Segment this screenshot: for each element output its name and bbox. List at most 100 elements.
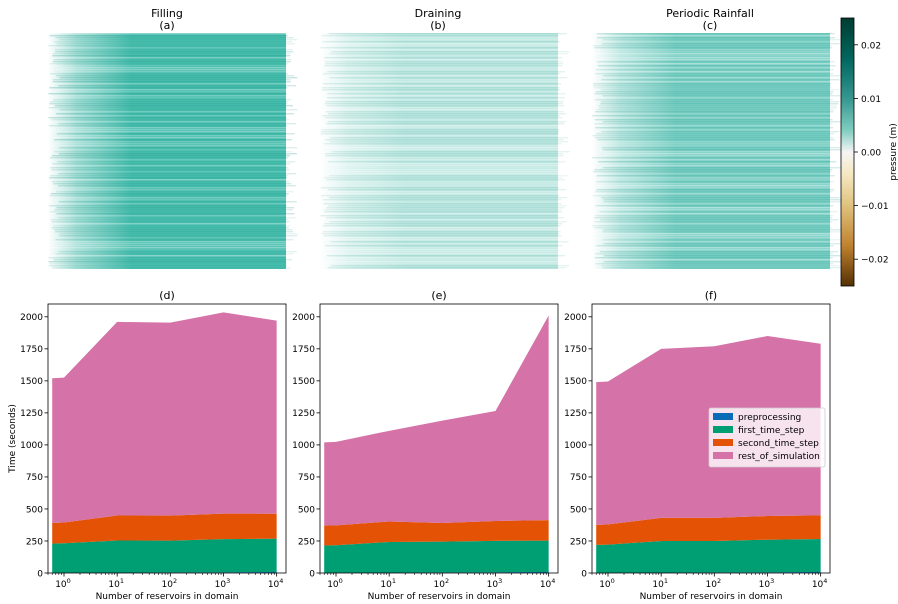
- chart-label: (e): [431, 289, 446, 302]
- heatmap-row: [50, 65, 289, 67]
- heatmap-row: [320, 133, 559, 135]
- heatmap-row: [600, 117, 839, 119]
- heatmap-row: [325, 217, 564, 219]
- colorbar-tick-label: 0.00: [861, 149, 881, 159]
- heatmap-row: [59, 233, 298, 235]
- heatmap-row: [48, 265, 287, 267]
- heatmap-row: [48, 237, 287, 239]
- heatmap-row: [594, 223, 833, 225]
- heatmap-row: [58, 159, 297, 161]
- heatmap-row: [321, 87, 560, 89]
- heatmap-row: [321, 185, 560, 187]
- heatmap-row: [598, 161, 837, 163]
- heatmap-row: [327, 79, 566, 81]
- heatmap-row: [601, 81, 840, 83]
- area-second-time-step: [596, 515, 821, 545]
- heatmap-row: [51, 203, 290, 205]
- heatmap-row: [601, 147, 840, 149]
- heatmap-row: [329, 251, 568, 253]
- legend-entry-first-time-step: first_time_step: [713, 426, 805, 436]
- heatmap-row: [331, 201, 570, 203]
- area-first-time-step: [52, 538, 277, 573]
- heatmap-row: [596, 33, 835, 35]
- heatmap-row: [57, 185, 296, 187]
- heatmap-row: [55, 37, 294, 39]
- heatmap-row: [52, 225, 291, 227]
- heatmap-row: [603, 239, 842, 241]
- heatmap-row: [602, 267, 841, 269]
- heatmap-row: [325, 253, 564, 255]
- heatmap-row: [595, 263, 834, 265]
- heatmap-row: [55, 253, 294, 255]
- heatmap-row: [597, 65, 836, 67]
- heatmap-row: [49, 241, 288, 243]
- heatmap-row: [328, 33, 567, 35]
- heatmap-row: [603, 201, 842, 203]
- heatmap-row: [54, 223, 293, 225]
- heatmap-row: [57, 91, 296, 93]
- heatmap-row: [322, 263, 561, 265]
- heatmap-row: [57, 217, 296, 219]
- heatmap-row: [322, 41, 561, 43]
- heatmap-row: [326, 91, 565, 93]
- heatmap-row: [56, 207, 295, 209]
- heatmap-row: [599, 177, 838, 179]
- heatmap-row: [327, 255, 566, 257]
- heatmap-row: [602, 39, 841, 41]
- heatmap-row: [322, 73, 561, 75]
- heatmap-row: [48, 177, 287, 179]
- heatmap-row: [50, 167, 289, 169]
- heatmap-row: [52, 83, 291, 85]
- heatmap-row: [602, 121, 841, 123]
- heatmap-row: [55, 149, 294, 151]
- heatmap-row: [54, 199, 293, 201]
- heatmap-row: [54, 229, 293, 231]
- heatmap-row: [593, 227, 832, 229]
- heatmap-row: [322, 229, 561, 231]
- heatmap-row: [330, 127, 569, 129]
- y-tick-label: 1750: [20, 345, 43, 355]
- heatmap-row: [320, 187, 559, 189]
- heatmap-row: [48, 107, 287, 109]
- heatmap-row: [326, 37, 565, 39]
- heatmap-row: [324, 117, 563, 119]
- heatmap-row: [331, 51, 570, 53]
- heatmap-row: [331, 219, 570, 221]
- heatmap-row: [322, 247, 561, 249]
- heatmap-row: [329, 193, 568, 195]
- heatmap-row: [600, 97, 839, 99]
- x-tick-label: 104: [812, 577, 828, 590]
- heatmap-row: [324, 211, 563, 213]
- heatmap-row: [59, 39, 298, 41]
- heatmap-row: [593, 87, 832, 89]
- heatmap-row: [51, 119, 290, 121]
- x-tick-label: 104: [540, 577, 556, 590]
- chart-draining-timing: (e) 0 250 500 750 1000 1250 1500 1750 2000 100 101 1…: [292, 289, 559, 602]
- heatmap-row: [596, 109, 835, 111]
- heatmap-row: [321, 109, 560, 111]
- heatmap-row: [600, 249, 839, 251]
- heatmap-row: [48, 33, 287, 35]
- heatmap-row: [596, 133, 835, 135]
- heatmap-row: [49, 87, 288, 89]
- y-tick-label: 500: [570, 505, 587, 515]
- heatmap-label: (c): [703, 19, 718, 32]
- legend: preprocessing first_time_step second_tim…: [708, 407, 826, 468]
- heatmap-row: [58, 153, 297, 155]
- heatmap-row: [327, 267, 566, 269]
- heatmap-row: [325, 63, 564, 65]
- heatmap-row: [52, 61, 291, 63]
- colorbar-tick-label: −0.02: [861, 256, 889, 266]
- heatmap-row: [326, 167, 565, 169]
- heatmap-row: [323, 235, 562, 237]
- x-axis-label: Number of reservoirs in domain: [96, 592, 239, 602]
- heatmap-row: [603, 255, 842, 257]
- y-tick-label: 1500: [292, 377, 315, 387]
- y-tick-label: 1250: [292, 409, 315, 419]
- heatmap-row: [326, 123, 565, 125]
- heatmap-row: [48, 125, 287, 127]
- heatmap-row: [331, 151, 570, 153]
- heatmap-row: [594, 119, 833, 121]
- heatmap-row: [602, 95, 841, 97]
